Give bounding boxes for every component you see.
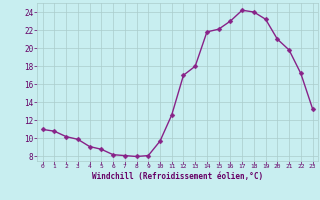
X-axis label: Windchill (Refroidissement éolien,°C): Windchill (Refroidissement éolien,°C) bbox=[92, 172, 263, 181]
